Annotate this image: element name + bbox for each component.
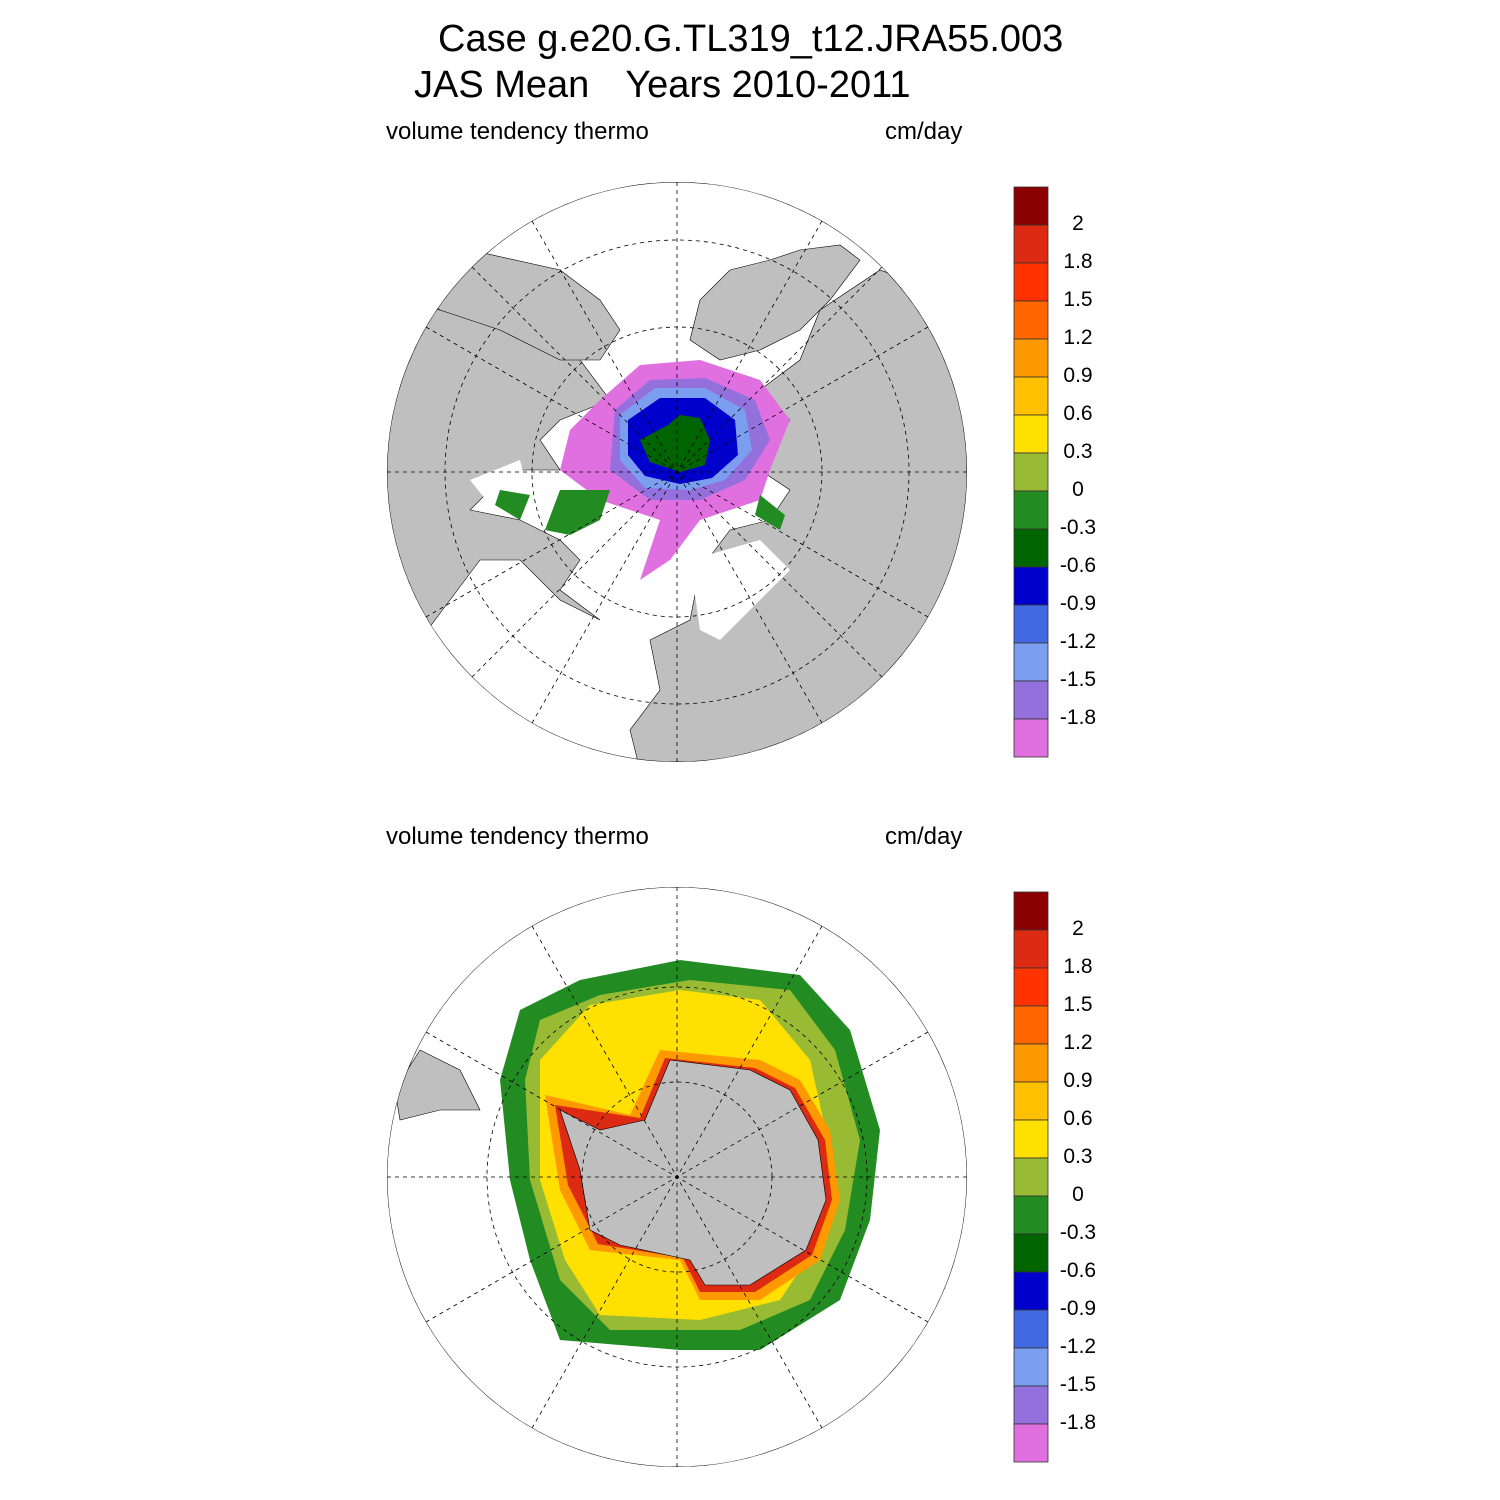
colorbar-box	[1013, 891, 1049, 931]
season-label: JAS Mean	[414, 64, 590, 106]
colorbar-tick-label: -1.8	[1059, 706, 1097, 729]
colorbar-tick-label: -0.9	[1059, 1297, 1097, 1320]
antarctica-land	[559, 1059, 827, 1286]
colorbar-box	[1013, 1233, 1049, 1273]
colorbar-box	[1013, 604, 1049, 644]
colorbar-box	[1013, 1157, 1049, 1197]
north-ice-darkgreen	[640, 415, 710, 472]
colorbar-box	[1013, 1347, 1049, 1387]
colorbar-box	[1013, 1005, 1049, 1045]
figure-subtitle: JAS Mean Years 2010-2011	[414, 64, 911, 107]
south-polar-map	[387, 887, 967, 1467]
colorbar-box	[1013, 680, 1049, 720]
north-panel-variable: volume tendency thermo	[386, 118, 649, 145]
south-graticule	[387, 887, 967, 1467]
colorbar-tick-label: 0.9	[1063, 364, 1093, 387]
barents-white	[690, 540, 790, 640]
colorbar-tick-label: 0.3	[1063, 1145, 1093, 1168]
colorbar-box	[1013, 1195, 1049, 1235]
colorbar-box	[1013, 566, 1049, 606]
colorbar-box	[1013, 452, 1049, 492]
colorbar-box	[1013, 1385, 1049, 1425]
north-ice-green-edge	[495, 490, 785, 535]
colorbar-box	[1013, 1271, 1049, 1311]
colorbar-box	[1013, 376, 1049, 416]
colorbar-tick-label: 1.2	[1063, 326, 1093, 349]
colorbar-box	[1013, 414, 1049, 454]
colorbar-box	[1013, 262, 1049, 302]
colorbar-tick-label: 1.2	[1063, 1031, 1093, 1054]
greenland-land	[689, 244, 861, 361]
figure-title: Case g.e20.G.TL319_t12.JRA55.003	[438, 18, 1064, 60]
colorbar-tick-label: -1.5	[1059, 668, 1097, 691]
north-graticule	[387, 182, 967, 762]
colorbar-box	[1013, 528, 1049, 568]
colorbar-box	[1013, 300, 1049, 340]
colorbar-tick-label: 1.5	[1063, 993, 1093, 1016]
colorbar-box	[1013, 1423, 1049, 1463]
colorbar-tick-label: -1.2	[1059, 1335, 1097, 1358]
colorbar-box	[1013, 1119, 1049, 1159]
colorbar-tick-label: -0.3	[1059, 1221, 1097, 1244]
south-panel-variable: volume tendency thermo	[386, 823, 649, 850]
colorbar-tick-label: 0	[1072, 1183, 1084, 1206]
colorbar-tick-label: -0.6	[1059, 1259, 1097, 1282]
north-panel-units: cm/day	[885, 118, 963, 145]
colorbar-tick-label: -1.8	[1059, 1411, 1097, 1434]
colorbar-box	[1013, 1309, 1049, 1349]
colorbar-tick-label: 0.9	[1063, 1069, 1093, 1092]
colorbar-tick-label: 2	[1072, 917, 1084, 940]
colorbar-tick-label: 2	[1072, 212, 1084, 235]
colorbar-tick-label: 1.8	[1063, 955, 1093, 978]
colorbar-box	[1013, 186, 1049, 226]
colorbar-tick-label: -1.2	[1059, 630, 1097, 653]
colorbar-tick-label: -0.9	[1059, 592, 1097, 615]
colorbar-tick-label: 1.8	[1063, 250, 1093, 273]
colorbar-box	[1013, 929, 1049, 969]
colorbar-box	[1013, 718, 1049, 758]
colorbar-tick-label: -0.6	[1059, 554, 1097, 577]
colorbar-tick-label: 1.5	[1063, 288, 1093, 311]
years-label: Years 2010-2011	[625, 64, 911, 106]
colorbar-tick-label: -1.5	[1059, 1373, 1097, 1396]
colorbar-box	[1013, 1081, 1049, 1121]
north-colorbar	[1013, 186, 1049, 758]
colorbar-tick-label: 0	[1072, 478, 1084, 501]
colorbar-box	[1013, 224, 1049, 264]
south-america-land	[394, 1049, 481, 1121]
south-colorbar	[1013, 891, 1049, 1463]
colorbar-box	[1013, 1043, 1049, 1083]
colorbar-tick-label: -0.3	[1059, 516, 1097, 539]
south-panel-units: cm/day	[885, 823, 963, 850]
north-polar-map	[387, 182, 967, 762]
colorbar-tick-label: 0.3	[1063, 440, 1093, 463]
colorbar-tick-label: 0.6	[1063, 1107, 1093, 1130]
colorbar-tick-label: 0.6	[1063, 402, 1093, 425]
colorbar-box	[1013, 642, 1049, 682]
colorbar-box	[1013, 490, 1049, 530]
colorbar-box	[1013, 967, 1049, 1007]
colorbar-box	[1013, 338, 1049, 378]
